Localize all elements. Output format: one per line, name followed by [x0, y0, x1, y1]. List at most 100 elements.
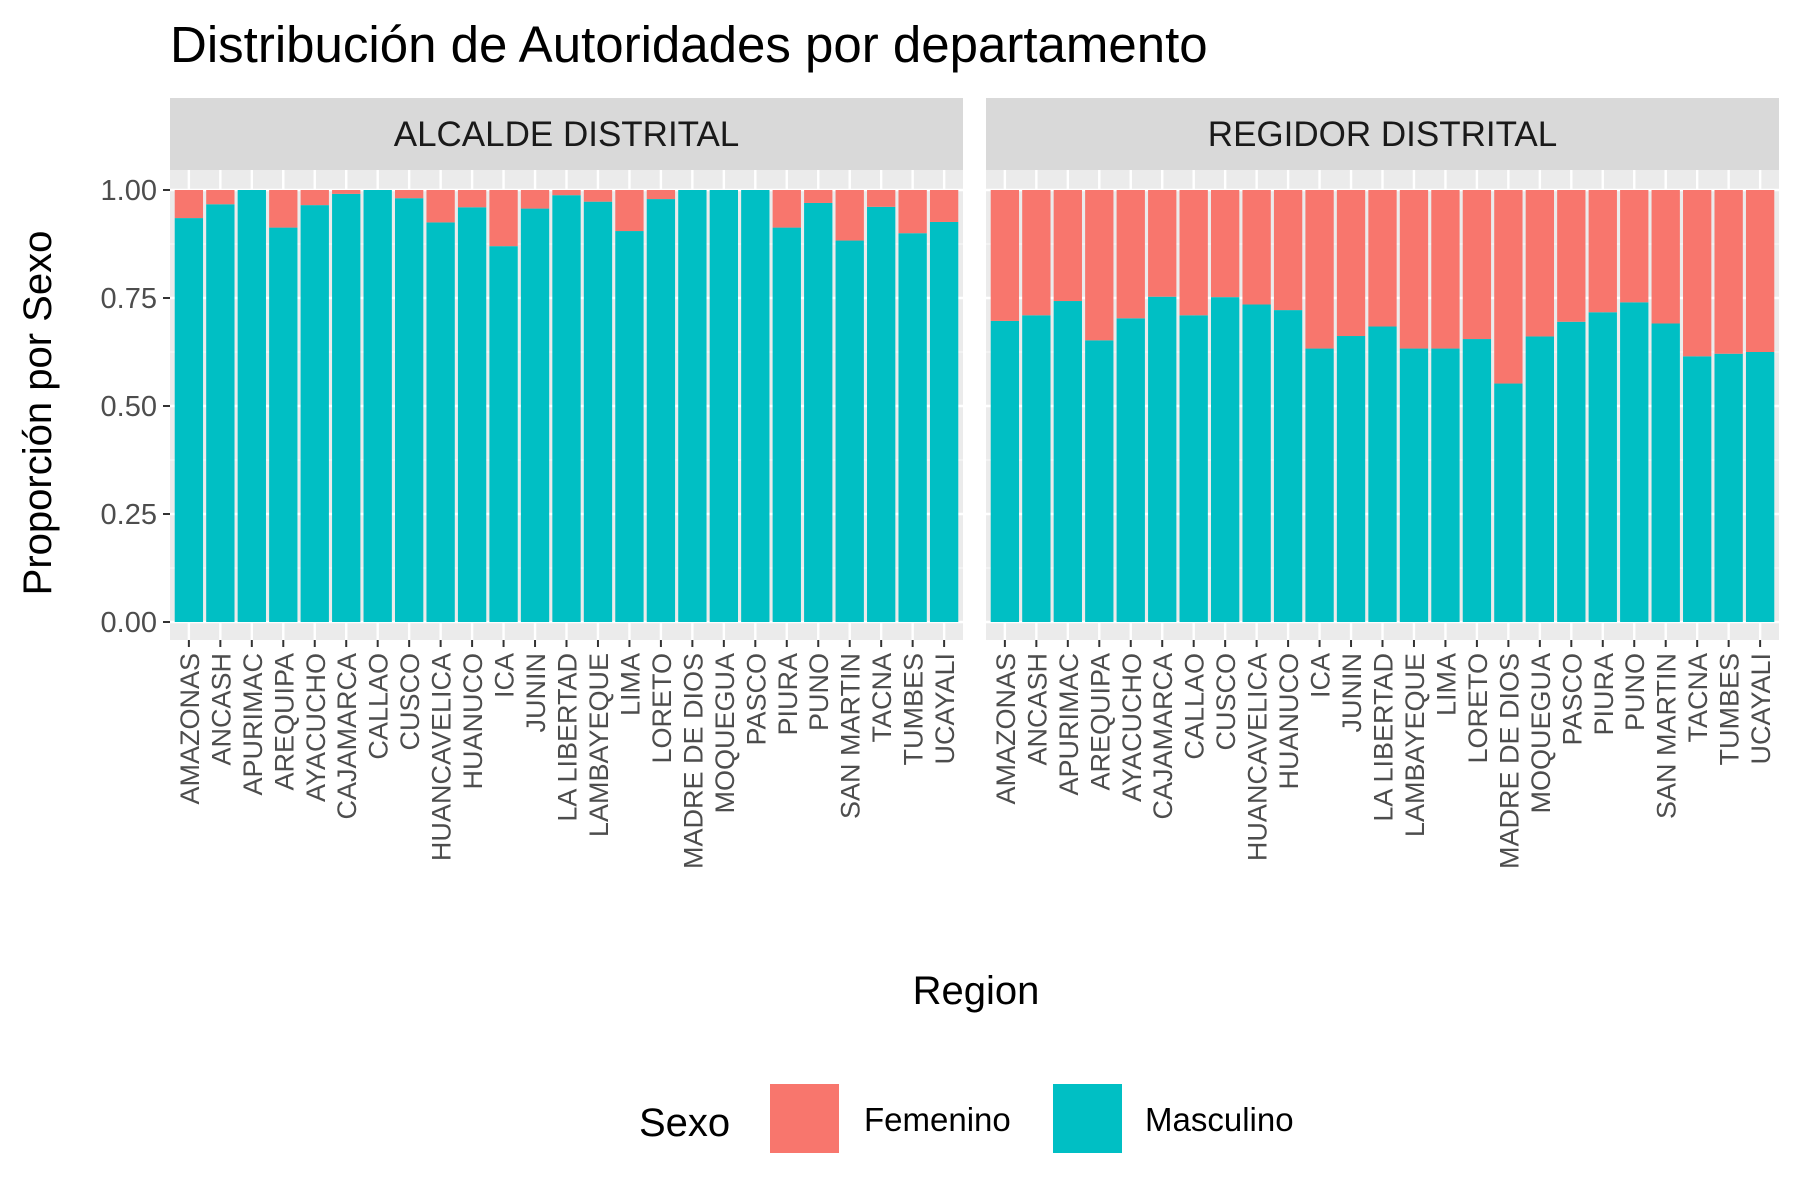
- bar-femenino: [772, 190, 801, 228]
- bar-femenino: [1494, 190, 1523, 384]
- x-tick-label: MADRE DE DIOS: [678, 653, 708, 869]
- bar-femenino: [1148, 190, 1177, 297]
- x-tick-label: JUNIN: [1337, 653, 1367, 733]
- bar-femenino: [206, 190, 235, 205]
- x-tick-label: AYACUCHO: [301, 653, 331, 802]
- bar-masculino: [646, 199, 676, 622]
- bar-femenino: [615, 190, 644, 232]
- x-tick-label: SAN MARTIN: [836, 653, 866, 819]
- bar-masculino: [835, 240, 864, 622]
- bar-masculino: [489, 246, 518, 622]
- x-tick-label: TUMBES: [899, 653, 929, 766]
- bar-femenino: [1431, 190, 1460, 349]
- bar-masculino: [1116, 318, 1145, 622]
- x-tick-label: CALLAO: [364, 653, 394, 760]
- bar-masculino: [1462, 339, 1492, 622]
- bar-masculino: [1022, 315, 1051, 622]
- facet-strip-label: REGIDOR DISTRITAL: [1208, 115, 1557, 154]
- bar-masculino: [1085, 340, 1114, 622]
- bar-masculino: [1683, 356, 1712, 622]
- x-tick-label: PIURA: [773, 653, 803, 736]
- bar-masculino: [237, 190, 266, 622]
- bar-masculino: [174, 218, 204, 622]
- x-tick-label: APURIMAC: [238, 653, 268, 796]
- x-tick-label: HUANUCO: [458, 653, 488, 790]
- bar-masculino: [1651, 323, 1680, 622]
- bar-femenino: [990, 190, 1020, 321]
- y-tick-label: 0.00: [101, 607, 157, 639]
- bar-masculino: [552, 195, 581, 622]
- bar-femenino: [867, 190, 896, 207]
- bar-femenino: [1242, 190, 1271, 305]
- facet-strip-label: ALCALDE DISTRITAL: [394, 115, 740, 154]
- bar-masculino: [363, 190, 392, 622]
- x-tick-label: ICA: [1306, 653, 1336, 698]
- x-tick-label: AREQUIPA: [1085, 653, 1115, 791]
- bar-masculino: [520, 208, 550, 623]
- bar-masculino: [1494, 383, 1523, 622]
- bar-masculino: [206, 204, 235, 623]
- bar-masculino: [678, 190, 707, 622]
- bar-masculino: [583, 201, 613, 622]
- x-tick-label: PUNO: [804, 653, 834, 731]
- bar-masculino: [1273, 310, 1303, 622]
- x-tick-label: UCAYALI: [1746, 653, 1776, 765]
- x-tick-label: APURIMAC: [1054, 653, 1084, 796]
- x-tick-label: PUNO: [1620, 653, 1650, 731]
- x-tick-label: LORETO: [1463, 653, 1493, 764]
- bar-femenino: [1305, 190, 1334, 349]
- legend-label-femenino: Femenino: [864, 1101, 1011, 1138]
- bar-femenino: [583, 190, 613, 202]
- bar-femenino: [1557, 190, 1586, 322]
- bar-masculino: [1399, 348, 1429, 622]
- bar-femenino: [1525, 190, 1555, 337]
- bar-masculino: [1620, 302, 1649, 622]
- bar-femenino: [426, 190, 455, 223]
- y-tick-label: 0.25: [101, 499, 157, 531]
- bar-femenino: [835, 190, 864, 241]
- x-tick-label: JUNIN: [521, 653, 551, 733]
- bar-masculino: [867, 206, 896, 622]
- x-tick-label: AREQUIPA: [269, 653, 299, 791]
- y-tick-label: 0.75: [101, 283, 157, 315]
- bar-masculino: [1148, 296, 1177, 622]
- chart-title: Distribución de Autoridades por departam…: [170, 16, 1208, 73]
- bar-masculino: [929, 221, 959, 622]
- x-tick-label: HUANUCO: [1274, 653, 1304, 790]
- bar-masculino: [457, 207, 487, 622]
- bar-masculino: [772, 227, 801, 623]
- bar-masculino: [332, 193, 361, 622]
- x-tick-label: CUSCO: [1211, 653, 1241, 751]
- bar-masculino: [1588, 312, 1617, 622]
- x-tick-label: TACNA: [1683, 653, 1713, 743]
- bar-femenino: [1620, 190, 1649, 303]
- legend: Sexo Femenino Masculino: [639, 1084, 1294, 1153]
- y-axis-title: Proporción por Sexo: [16, 231, 60, 596]
- bar-masculino: [804, 202, 833, 622]
- bar-femenino: [269, 190, 298, 228]
- bar-femenino: [1745, 190, 1775, 352]
- bar-femenino: [1588, 190, 1617, 313]
- bar-femenino: [394, 190, 424, 199]
- x-tick-label: SAN MARTIN: [1652, 653, 1682, 819]
- x-tick-label: AMAZONAS: [175, 653, 205, 805]
- x-axis-title: Region: [913, 969, 1040, 1013]
- legend-key-masculino: [1053, 1084, 1122, 1153]
- legend-title: Sexo: [639, 1101, 730, 1145]
- x-tick-label: CALLAO: [1180, 653, 1210, 760]
- bar-masculino: [269, 227, 298, 623]
- bar-femenino: [300, 190, 329, 206]
- bar-masculino: [1525, 336, 1555, 622]
- x-tick-label: HUANCAVELICA: [427, 653, 457, 861]
- x-tick-label: PIURA: [1589, 653, 1619, 736]
- x-tick-label: LAMBAYEQUE: [1400, 653, 1430, 837]
- bar-femenino: [1210, 190, 1240, 298]
- bar-femenino: [332, 190, 361, 194]
- x-tick-label: LIMA: [1431, 653, 1461, 716]
- bar-femenino: [1399, 190, 1429, 349]
- bar-masculino: [300, 205, 329, 622]
